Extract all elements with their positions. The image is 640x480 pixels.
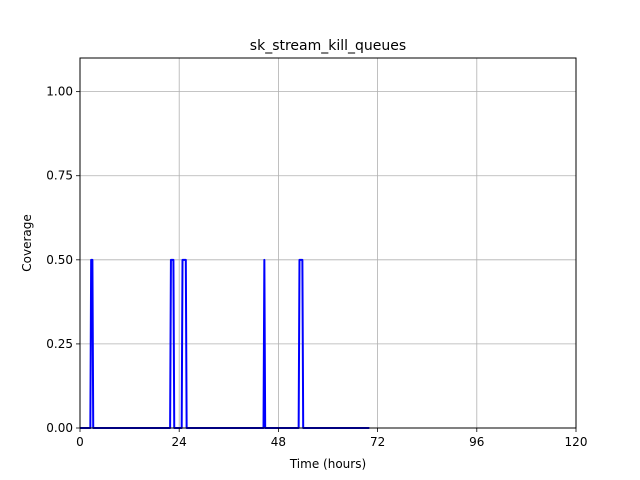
y-tick-label: 0.75 <box>46 169 73 183</box>
x-tick-label: 120 <box>565 435 588 449</box>
y-tick-label: 0.25 <box>46 337 73 351</box>
y-tick-label: 0.50 <box>46 253 73 267</box>
series-layer <box>80 258 370 429</box>
y-tick-label: 1.00 <box>46 85 73 99</box>
x-tick-label: 96 <box>469 435 484 449</box>
x-tick-label: 48 <box>271 435 286 449</box>
plot-frame <box>79 57 577 429</box>
x-tick-label: 0 <box>76 435 84 449</box>
y-axis-label: Coverage <box>20 214 34 272</box>
chart-title: sk_stream_kill_queues <box>250 38 406 54</box>
series-line <box>80 258 370 429</box>
y-axis-ticks: 0.00 0.25 0.50 0.75 1.00 <box>46 85 80 435</box>
x-axis-ticks: 0 24 48 72 96 120 <box>76 428 587 449</box>
x-axis-label: Time (hours) <box>289 457 366 471</box>
x-tick-label: 72 <box>370 435 385 449</box>
y-tick-label: 0.00 <box>46 421 73 435</box>
x-tick-label: 24 <box>172 435 187 449</box>
